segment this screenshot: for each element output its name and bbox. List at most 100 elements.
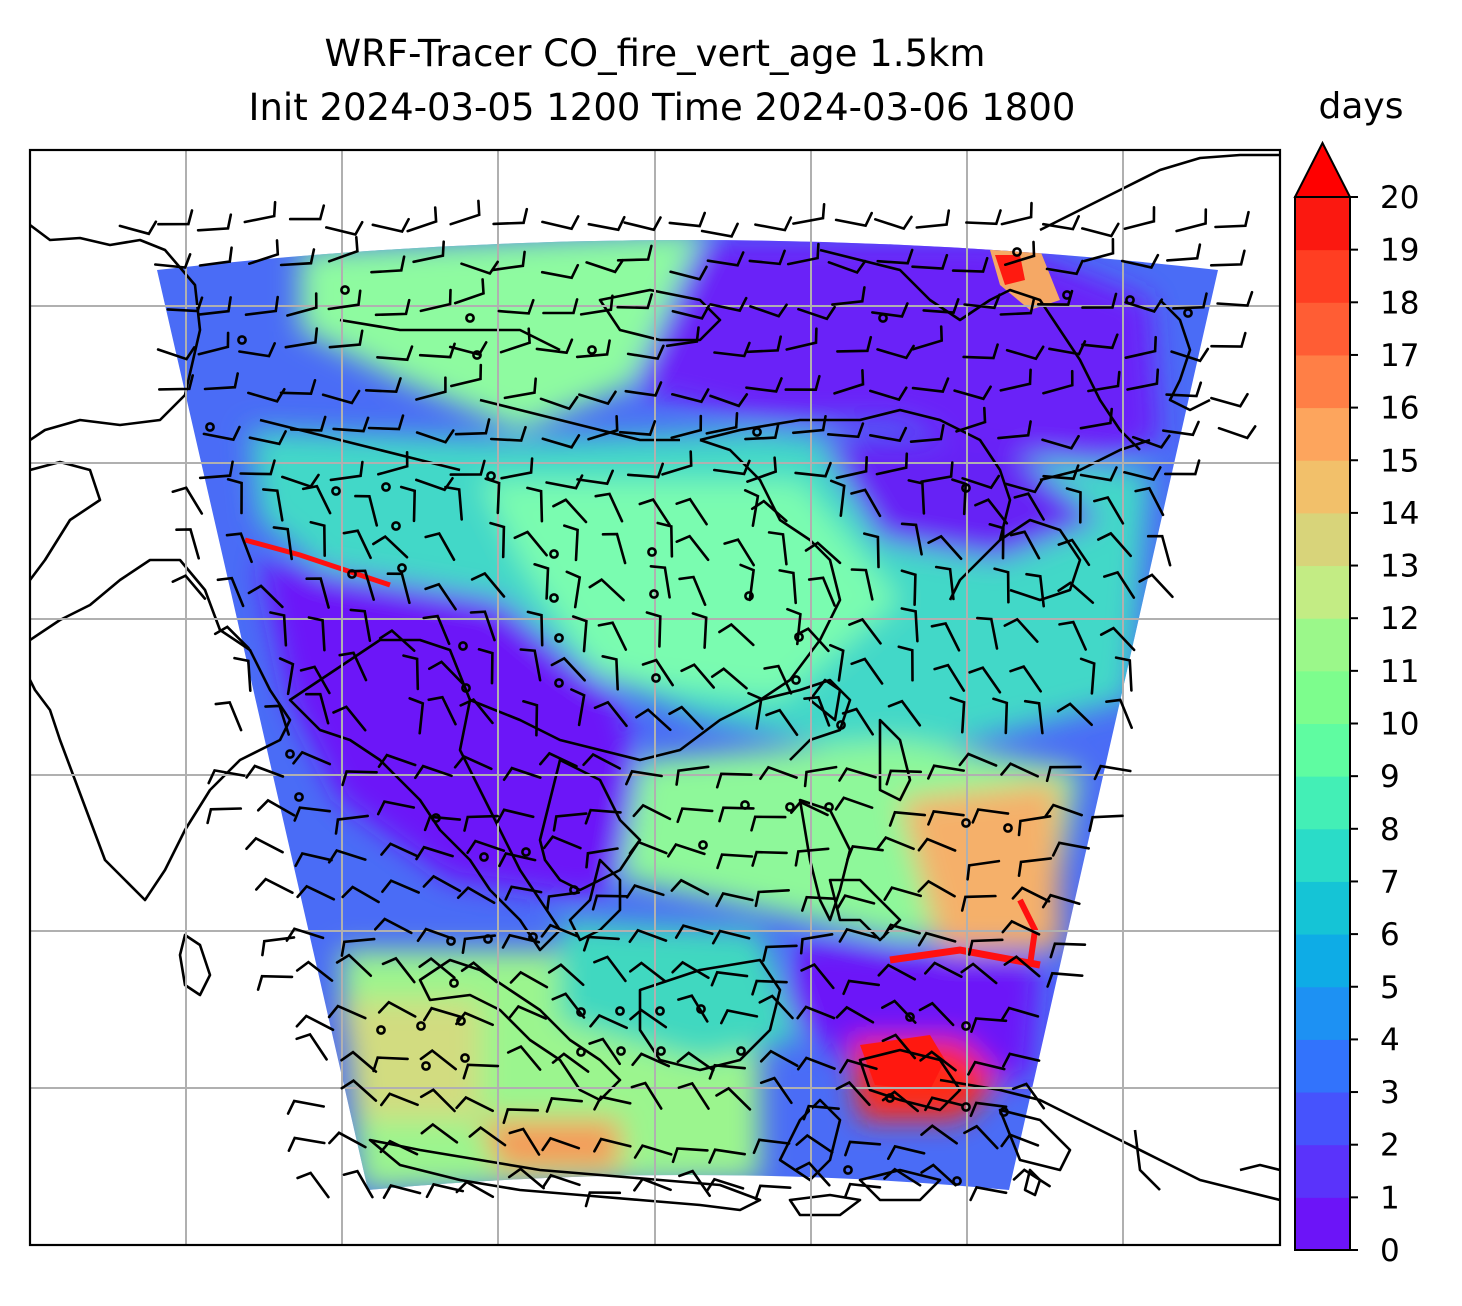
wind-barb (279, 379, 317, 396)
calm-wind-marker (698, 840, 708, 850)
wind-barb (876, 248, 914, 265)
wind-barb (949, 696, 966, 734)
wind-barb (746, 456, 778, 483)
calm-wind-marker (649, 589, 659, 599)
wind-barb (708, 1063, 746, 1080)
wind-barb (422, 614, 451, 646)
wind-barb (1097, 531, 1132, 558)
calm-wind-marker (952, 1176, 962, 1186)
wind-barb (1165, 381, 1203, 398)
wind-barb (804, 541, 842, 565)
wind-barb (834, 796, 874, 811)
wind-barb (900, 569, 917, 606)
wind-barb (922, 298, 960, 314)
wind-barb (585, 258, 625, 274)
wind-barb (382, 1183, 422, 1199)
wind-barb (713, 341, 751, 358)
wind-barb (166, 296, 204, 313)
wind-barb (1000, 1006, 1040, 1022)
wind-barb (841, 707, 874, 736)
wind-barb (746, 335, 782, 354)
wind-barb (882, 923, 921, 939)
wind-barb (1162, 420, 1200, 437)
wind-barb (408, 697, 425, 735)
wind-barb (299, 665, 331, 695)
wind-barb (406, 206, 438, 233)
wind-barb (332, 705, 367, 732)
wind-barb (533, 563, 550, 600)
wind-barb (1042, 369, 1074, 395)
wind-barb (677, 1081, 710, 1110)
wind-barb (675, 534, 710, 562)
wind-barb (593, 955, 627, 983)
wind-barb (747, 691, 763, 730)
wind-barb (635, 708, 672, 732)
wind-barb (1079, 407, 1113, 430)
wind-barb (794, 461, 832, 478)
wind-barb (715, 772, 753, 789)
wind-barb (415, 477, 454, 492)
wind-barb (504, 885, 543, 901)
wind-barb (631, 1052, 671, 1068)
wind-barb (332, 416, 370, 433)
wind-barb (197, 331, 230, 356)
wind-barb (420, 1122, 459, 1144)
wind-barb (1000, 1133, 1040, 1148)
wind-barb (713, 459, 751, 476)
wind-barb (796, 1056, 836, 1071)
wind-barb (354, 494, 379, 527)
wind-barb (953, 385, 992, 401)
colorbar-tick-label: 1 (1380, 1180, 1400, 1216)
wind-barb (1209, 249, 1246, 267)
wind-barb (1041, 893, 1081, 909)
wind-barb (335, 953, 373, 977)
wind-barb (526, 610, 544, 647)
wind-barb (449, 199, 481, 226)
wind-barb (754, 1184, 792, 1201)
wind-barb (550, 656, 586, 682)
wind-barb (874, 215, 913, 231)
wind-barb (551, 992, 586, 1019)
wind-barb (1011, 1082, 1046, 1110)
wind-barb (900, 522, 923, 556)
wind-barb (656, 521, 674, 558)
wind-barb (869, 426, 908, 443)
wind-barb (154, 253, 192, 269)
wind-barb (456, 886, 496, 905)
wind-barb (248, 430, 287, 446)
wind-barb (470, 571, 506, 598)
wind-barb (295, 960, 334, 982)
wind-barb (502, 1108, 540, 1125)
wind-barb (1003, 617, 1039, 643)
wind-barb (1079, 657, 1096, 695)
wind-barb (670, 878, 710, 896)
wind-barb (885, 769, 923, 786)
wind-barb (668, 211, 706, 228)
wind-barb (1058, 620, 1087, 651)
wind-barb (900, 607, 919, 643)
wind-barb (262, 488, 284, 522)
wind-barb (444, 485, 463, 521)
wind-barb (785, 327, 818, 351)
wind-barb (1003, 955, 1041, 978)
colorbar-segment (1295, 249, 1350, 303)
wind-barb (587, 415, 619, 441)
calm-wind-marker (785, 802, 795, 812)
wind-barb (897, 645, 914, 682)
calm-wind-marker (736, 1046, 746, 1056)
wind-barb (415, 376, 447, 401)
wind-barb (629, 1008, 668, 1029)
wind-barb (962, 343, 999, 360)
wind-barb (374, 298, 411, 317)
wind-barb (509, 970, 549, 989)
wind-barb (1017, 815, 1052, 837)
calm-wind-marker (616, 1046, 626, 1056)
wind-barb (585, 847, 619, 869)
wind-barb (349, 608, 372, 642)
wind-barb (541, 215, 580, 231)
wind-barb (671, 304, 710, 320)
wind-barb (827, 422, 865, 439)
wind-barb (501, 933, 541, 949)
wind-barb (829, 479, 846, 517)
